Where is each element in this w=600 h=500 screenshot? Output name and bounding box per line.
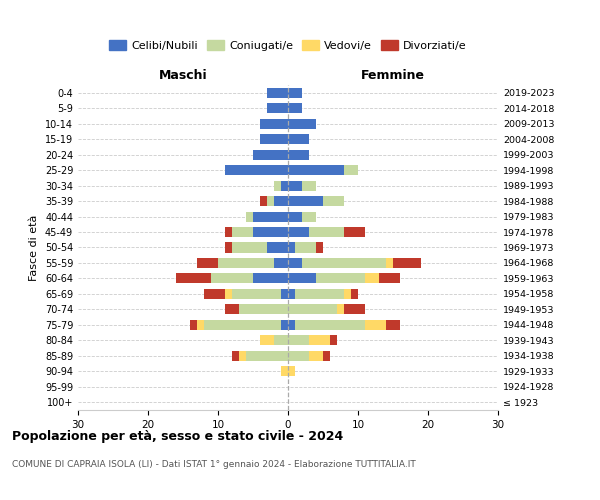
Bar (204, 320, 281, 330)
Bar (288, 320, 295, 330)
Bar (253, 150, 288, 160)
Bar (253, 212, 288, 222)
Bar (295, 289, 344, 299)
Bar (232, 242, 267, 252)
Bar (197, 320, 204, 330)
Bar (225, 289, 232, 299)
Bar (267, 196, 274, 206)
Bar (260, 118, 288, 128)
Bar (302, 180, 316, 190)
Bar (267, 88, 288, 98)
Bar (288, 304, 337, 314)
Bar (246, 212, 253, 222)
Bar (239, 304, 288, 314)
Bar (260, 336, 274, 345)
Bar (323, 351, 330, 361)
Bar (379, 274, 400, 283)
Bar (211, 274, 253, 283)
Bar (281, 320, 288, 330)
Bar (288, 212, 302, 222)
Bar (309, 351, 323, 361)
Bar (267, 242, 288, 252)
Text: Femmine: Femmine (361, 69, 425, 82)
Bar (365, 320, 386, 330)
Bar (288, 336, 309, 345)
Bar (288, 242, 295, 252)
Bar (309, 227, 344, 237)
Bar (274, 196, 288, 206)
Bar (239, 351, 246, 361)
Bar (288, 180, 302, 190)
Bar (316, 242, 323, 252)
Bar (288, 134, 309, 144)
Bar (344, 165, 358, 175)
Bar (225, 304, 239, 314)
Bar (218, 258, 274, 268)
Bar (274, 336, 288, 345)
Bar (344, 227, 365, 237)
Bar (204, 289, 225, 299)
Bar (288, 118, 316, 128)
Bar (281, 366, 288, 376)
Bar (344, 304, 365, 314)
Bar (246, 351, 288, 361)
Text: Maschi: Maschi (158, 69, 208, 82)
Bar (295, 320, 365, 330)
Bar (309, 336, 330, 345)
Bar (253, 227, 288, 237)
Text: COMUNE DI CAPRAIA ISOLA (LI) - Dati ISTAT 1° gennaio 2024 - Elaborazione TUTTITA: COMUNE DI CAPRAIA ISOLA (LI) - Dati ISTA… (12, 460, 416, 469)
Bar (225, 227, 232, 237)
Bar (344, 289, 351, 299)
Bar (337, 304, 344, 314)
Bar (260, 196, 267, 206)
Bar (330, 336, 337, 345)
Bar (281, 180, 288, 190)
Bar (393, 258, 421, 268)
Bar (274, 180, 281, 190)
Bar (288, 274, 316, 283)
Text: Popolazione per età, sesso e stato civile - 2024: Popolazione per età, sesso e stato civil… (12, 430, 343, 443)
Bar (288, 165, 344, 175)
Bar (302, 258, 386, 268)
Bar (176, 274, 211, 283)
Bar (225, 242, 232, 252)
Bar (260, 134, 288, 144)
Bar (267, 103, 288, 113)
Bar (190, 320, 197, 330)
Bar (295, 242, 316, 252)
Bar (288, 150, 309, 160)
Bar (288, 289, 295, 299)
Bar (288, 196, 323, 206)
Bar (274, 258, 288, 268)
Bar (288, 351, 309, 361)
Bar (386, 320, 400, 330)
Bar (232, 351, 239, 361)
Y-axis label: Fasce di età: Fasce di età (29, 214, 39, 280)
Bar (253, 274, 288, 283)
Bar (281, 289, 288, 299)
Bar (323, 196, 344, 206)
Bar (232, 289, 281, 299)
Bar (351, 289, 358, 299)
Bar (288, 103, 302, 113)
Bar (232, 227, 253, 237)
Bar (316, 274, 365, 283)
Bar (288, 258, 302, 268)
Legend: Celibi/Nubili, Coniugati/e, Vedovi/e, Divorziati/e: Celibi/Nubili, Coniugati/e, Vedovi/e, Di… (105, 36, 471, 55)
Bar (386, 258, 393, 268)
Bar (225, 165, 288, 175)
Bar (288, 227, 309, 237)
Bar (288, 88, 302, 98)
Bar (302, 212, 316, 222)
Bar (365, 274, 379, 283)
Bar (197, 258, 218, 268)
Bar (288, 366, 295, 376)
